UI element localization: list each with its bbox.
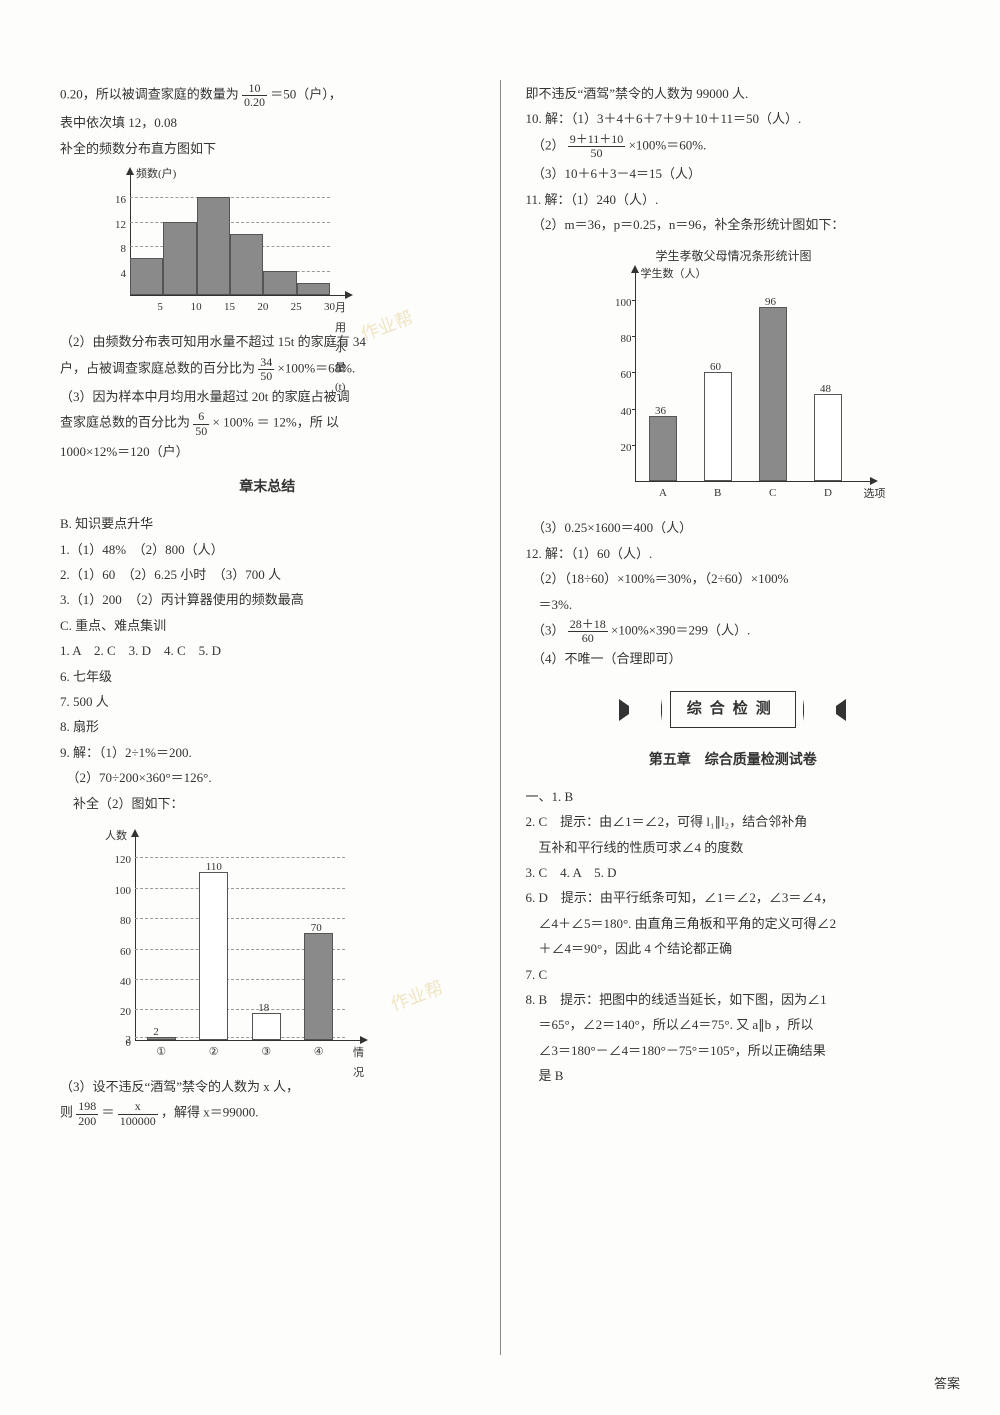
text: （2） 9＋11＋1050 ×100%＝60%. bbox=[525, 133, 940, 160]
text: ，解得 x＝99000. bbox=[161, 1105, 259, 1120]
text: 1.（1）48% （2）800（人） bbox=[60, 538, 475, 561]
fraction: 650 bbox=[193, 410, 209, 437]
text: （2）由频数分布表可知用水量不超过 15t 的家庭有 34 bbox=[60, 330, 475, 353]
text: （3）设不违反“酒驾”禁令的人数为 x 人， bbox=[60, 1075, 475, 1098]
text: 3.（1）200 （2）丙计算器使用的频数最高 bbox=[60, 588, 475, 611]
text: 则 bbox=[60, 1105, 73, 1120]
text: 1. A 2. C 3. D 4. C 5. D bbox=[60, 639, 475, 662]
text: （2）m＝36，p＝0.25，n＝96，补全条形统计图如下： bbox=[525, 213, 940, 236]
text: 补全的频数分布直方图如下 bbox=[60, 137, 475, 160]
text: ＝50（户）， bbox=[270, 87, 342, 102]
text: （3）10＋6＋3－4＝15（人） bbox=[525, 162, 940, 185]
histogram-chart: 频数(户)月用水量(t)48121651015202530 bbox=[90, 170, 350, 320]
text: 6. D 提示：由平行纸条可知，∠1＝∠2，∠3＝∠4， bbox=[525, 886, 940, 909]
fraction: x100000 bbox=[118, 1100, 158, 1127]
text: 查家庭总数的百分比为 650 × 100% ＝ 12%，所 以 bbox=[60, 410, 475, 437]
text: B. 知识要点升华 bbox=[60, 512, 475, 535]
text: 补全（2）图如下： bbox=[60, 792, 475, 815]
title-text: 综合检测 bbox=[670, 691, 796, 728]
footer-label: 答案 bbox=[934, 1372, 960, 1395]
arrow-icon bbox=[619, 699, 662, 721]
arrow-icon bbox=[803, 699, 846, 721]
text: × 100% ＝ 12%，所 以 bbox=[213, 415, 340, 430]
text: 即不违反“酒驾”禁令的人数为 99000 人. bbox=[525, 82, 940, 105]
text: ∠3＝180°－∠4＝180°－75°＝105°，所以正确结果 bbox=[525, 1039, 940, 1062]
text: 互补和平行线的性质可求∠4 的度数 bbox=[525, 836, 940, 859]
text: 户，占被调查家庭总数的百分比为 bbox=[60, 360, 255, 375]
text: ∠4＋∠5＝180°. 由直角三角板和平角的定义可得∠2 bbox=[525, 912, 940, 935]
text: 0.20，所以被调查家庭的数量为 100.20 ＝50（户）， bbox=[60, 82, 475, 109]
text: ＝ bbox=[102, 1105, 115, 1120]
fraction: 100.20 bbox=[242, 82, 267, 109]
text: C. 重点、难点集训 bbox=[60, 614, 475, 637]
text: 0.20，所以被调查家庭的数量为 bbox=[60, 87, 239, 102]
text: ＝65°，∠2＝140°，所以∠4＝75°. 又 a∥b ，所以 bbox=[525, 1013, 940, 1036]
text: 7. 500 人 bbox=[60, 690, 475, 713]
fraction: 3450 bbox=[258, 356, 274, 383]
text: ＝3%. bbox=[525, 593, 940, 616]
text: 户，占被调查家庭总数的百分比为 3450 ×100%＝68%. bbox=[60, 356, 475, 383]
text: 3. C 4. A 5. D bbox=[525, 861, 940, 884]
text: 2.（1）60 （2）6.25 小时 （3）700 人 bbox=[60, 563, 475, 586]
section-title: 第五章 综合质量检测试卷 bbox=[525, 748, 940, 773]
text: （4）不唯一（合理即可） bbox=[525, 647, 940, 670]
text: （2）70÷200×360°＝126°. bbox=[60, 766, 475, 789]
text: 2. C 提示：由∠1＝∠2，可得 l₁∥l₂，结合邻补角 bbox=[525, 810, 940, 833]
column-divider bbox=[500, 80, 501, 1355]
text: 则 198200 ＝ x100000 ，解得 x＝99000. bbox=[60, 1100, 475, 1127]
text: （2） bbox=[525, 137, 564, 152]
text: 10. 解：（1）3＋4＋6＋7＋9＋10＋11＝50（人）. bbox=[525, 107, 940, 130]
text: （3） bbox=[525, 623, 564, 638]
text: 一、1. B bbox=[525, 785, 940, 808]
text: （2）（18÷60）×100%＝30%，（2÷60）×100% bbox=[525, 567, 940, 590]
text: （3）0.25×1600＝400（人） bbox=[525, 516, 940, 539]
fraction: 198200 bbox=[76, 1100, 98, 1127]
fraction: 28＋1860 bbox=[568, 618, 608, 645]
text: 表中依次填 12，0.08 bbox=[60, 111, 475, 134]
text: 1000×12%＝120（户） bbox=[60, 440, 475, 463]
page: 0.20，所以被调查家庭的数量为 100.20 ＝50（户）， 表中依次填 12… bbox=[0, 0, 1000, 1415]
text: ×100%＝60%. bbox=[629, 137, 707, 152]
text: 7. C bbox=[525, 963, 940, 986]
text: ＋∠4＝90°，因此 4 个结论都正确 bbox=[525, 937, 940, 960]
bar-chart-3: 学生孝敬父母情况条形统计图学生数（人）选项2040608010036609648… bbox=[585, 246, 885, 506]
text: 6. 七年级 bbox=[60, 665, 475, 688]
right-column: 即不违反“酒驾”禁令的人数为 99000 人. 10. 解：（1）3＋4＋6＋7… bbox=[515, 80, 950, 1355]
section-title: 章末总结 bbox=[60, 475, 475, 500]
text: 11. 解：（1）240（人）. bbox=[525, 188, 940, 211]
text: 8. B 提示：把图中的线适当延长，如下图，因为∠1 bbox=[525, 988, 940, 1011]
text: 是 B bbox=[525, 1064, 940, 1087]
text: ×100%×390＝299（人）. bbox=[611, 623, 750, 638]
fraction: 9＋11＋1050 bbox=[568, 133, 626, 160]
bar-chart-2: 人数情况022040608010012021101870①②③④ bbox=[90, 825, 370, 1065]
boxed-title: 综合检测 bbox=[525, 691, 940, 728]
left-column: 0.20，所以被调查家庭的数量为 100.20 ＝50（户）， 表中依次填 12… bbox=[50, 80, 485, 1355]
text: 9. 解：（1）2÷1%＝200. bbox=[60, 741, 475, 764]
text: 12. 解：（1）60（人）. bbox=[525, 542, 940, 565]
text: （3） 28＋1860 ×100%×390＝299（人）. bbox=[525, 618, 940, 645]
text: （3）因为样本中月均用水量超过 20t 的家庭占被调 bbox=[60, 385, 475, 408]
text: 8. 扇形 bbox=[60, 715, 475, 738]
text: 查家庭总数的百分比为 bbox=[60, 415, 190, 430]
